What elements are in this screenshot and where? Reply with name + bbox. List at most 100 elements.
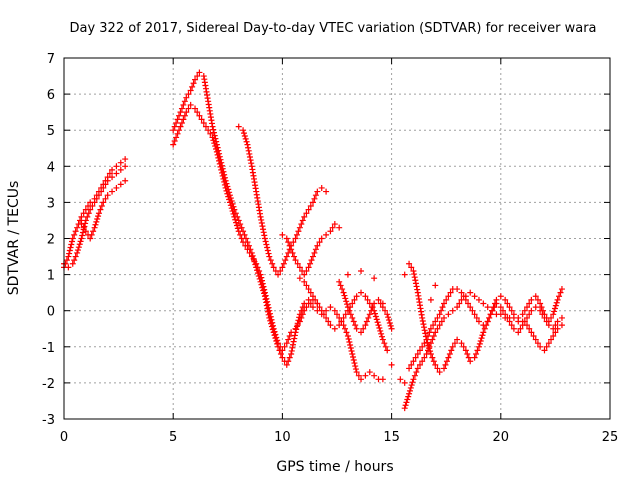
data-point (225, 193, 232, 200)
data-point (281, 343, 288, 350)
series-track-i (336, 278, 395, 336)
data-point (350, 354, 357, 361)
data-point (407, 384, 414, 391)
x-axis-label: GPS time / hours (276, 459, 393, 475)
data-point (376, 325, 383, 332)
data-point (180, 101, 187, 108)
data-point (173, 119, 180, 126)
data-point (460, 293, 467, 300)
data-point (249, 252, 256, 259)
data-point (196, 112, 203, 119)
data-point (347, 345, 354, 352)
data-point (441, 300, 448, 307)
data-point (295, 228, 302, 235)
data-point (530, 332, 537, 339)
data-point (558, 286, 565, 293)
data-point (358, 376, 365, 383)
data-point (305, 286, 312, 293)
data-point (447, 289, 454, 296)
data-point (122, 177, 129, 184)
data-point (343, 298, 350, 305)
data-point (82, 217, 89, 224)
y-tick-label: 2 (47, 233, 55, 248)
data-point (382, 307, 389, 314)
data-point (405, 393, 412, 400)
data-point (211, 140, 218, 147)
data-point (279, 231, 286, 238)
data-point (301, 307, 308, 314)
x-tick-label: 20 (493, 430, 510, 445)
data-point (309, 253, 316, 260)
data-point (170, 141, 177, 148)
data-point (256, 267, 263, 274)
data-point (174, 130, 181, 137)
data-point (406, 260, 413, 267)
data-point (471, 311, 478, 318)
y-tick-label: 1 (47, 269, 55, 284)
data-point (265, 304, 272, 311)
data-point (412, 354, 419, 361)
data-point (352, 366, 359, 373)
data-point (71, 231, 78, 238)
data-point (442, 361, 449, 368)
data-point (307, 260, 314, 267)
data-point (93, 195, 100, 202)
x-tick-label: 10 (274, 430, 291, 445)
data-point (303, 282, 310, 289)
data-point (353, 325, 360, 332)
data-point (327, 228, 334, 235)
data-point (427, 325, 434, 332)
data-point (465, 354, 472, 361)
data-point (259, 223, 266, 230)
data-point (341, 292, 348, 299)
data-point (69, 238, 76, 245)
data-point (411, 372, 418, 379)
data-point (268, 316, 275, 323)
data-point (74, 224, 81, 231)
data-point (451, 340, 458, 347)
data-point (180, 116, 187, 123)
data-point (551, 305, 558, 312)
data-point (200, 119, 207, 126)
data-point (243, 138, 250, 145)
data-point (558, 314, 565, 321)
data-point (441, 365, 448, 372)
data-point (85, 210, 92, 217)
data-point (235, 228, 242, 235)
data-point (212, 143, 219, 150)
data-point (481, 325, 488, 332)
data-point (434, 365, 441, 372)
data-point (406, 365, 413, 372)
data-point (352, 363, 359, 370)
data-point (379, 376, 386, 383)
data-point (491, 304, 498, 311)
data-point (344, 301, 351, 308)
data-point (288, 329, 295, 336)
y-tick-label: -2 (42, 377, 55, 392)
y-axis-label: SDTVAR / TECUs (6, 181, 22, 296)
data-point (258, 216, 265, 223)
data-point (67, 244, 74, 251)
data-point (351, 296, 358, 303)
data-point (198, 116, 205, 123)
data-point (170, 127, 177, 134)
y-tick-label: 7 (47, 52, 55, 67)
data-point (314, 242, 321, 249)
data-point (478, 335, 485, 342)
data-point (421, 324, 428, 331)
data-point (259, 280, 266, 287)
data-point (192, 105, 199, 112)
data-point (334, 311, 340, 318)
data-point (91, 224, 98, 231)
data-point (314, 188, 321, 195)
data-point (366, 369, 373, 376)
data-point (553, 299, 560, 306)
data-point (541, 314, 548, 321)
data-point (227, 202, 234, 209)
data-point (552, 302, 559, 309)
data-point (240, 130, 247, 137)
data-point (519, 322, 526, 329)
data-point (504, 314, 511, 321)
data-point (65, 264, 72, 271)
data-point (100, 199, 107, 206)
